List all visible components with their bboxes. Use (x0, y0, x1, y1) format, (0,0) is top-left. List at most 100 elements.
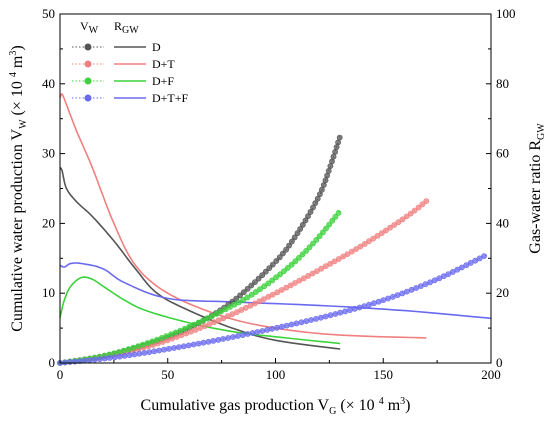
vw-marker-d (283, 246, 289, 253)
rgw-line-d-f (59, 276, 341, 345)
y-left-axis-label: Cumulative water production VW (× 10 4 m… (8, 45, 29, 331)
vw-marker-d-t-f (210, 337, 217, 344)
vw-marker-d-t-f (200, 339, 207, 346)
vw-marker-d-t-f (467, 259, 474, 266)
vw-marker-d-f (130, 344, 137, 351)
vw-marker-d-t-f (244, 331, 251, 337)
vw-marker-d (273, 258, 280, 264)
vw-marker-d-t-f (220, 336, 226, 342)
vw-marker-d-t (283, 284, 290, 291)
vw-marker-d-t-f (476, 255, 483, 262)
legend-rows: D D+T D+F D+T+F (72, 40, 189, 105)
vw-marker-d (262, 268, 269, 275)
vw-marker-d (276, 254, 283, 261)
vw-marker-d-t (403, 213, 410, 220)
x-tick-label: 100 (266, 367, 286, 382)
vw-marker-d-t-f (126, 352, 133, 359)
vw-marker-d-t (300, 275, 307, 282)
vw-marker-d-t-f (195, 340, 202, 347)
vw-line-d-t-f (59, 254, 487, 364)
vw-marker-d-t (269, 291, 276, 298)
vw-marker-d-t (340, 253, 347, 260)
legend: VW RGW D D+T D+F D+T+F (72, 19, 189, 105)
vw-marker-d (240, 289, 247, 296)
vw-marker-d-f (269, 277, 276, 284)
y-left-tick-label: 0 (49, 355, 56, 370)
vw-marker-d-t (423, 198, 430, 204)
vw-marker-d (252, 279, 258, 285)
vw-marker-d (332, 148, 338, 155)
vw-marker-d-f (240, 296, 247, 303)
vw-marker-d (286, 242, 292, 249)
vw-marker-d (259, 272, 266, 279)
vw-marker-d-t-f (481, 253, 487, 259)
vw-marker-d-t-f (269, 325, 275, 332)
vw-marker-d-t-f (361, 303, 368, 309)
vw-marker-d-f (319, 229, 326, 236)
vw-marker-d-f (244, 294, 251, 301)
legend-header-vw: VW (80, 19, 99, 36)
vw-marker-d-t-f (146, 349, 153, 355)
rgw-line-d (59, 166, 341, 350)
vw-marker-d-t-f (472, 257, 479, 264)
vw-marker-d-f (323, 225, 329, 232)
x-tick-label: 200 (481, 367, 501, 382)
vw-marker-d-t-f (185, 342, 192, 349)
vw-marker-d-t (274, 289, 281, 296)
vw-marker-d-t-f (293, 320, 300, 327)
vw-marker-d-t-f (141, 349, 148, 356)
vw-marker-d-f (218, 308, 224, 315)
vw-marker-d-t (287, 282, 294, 289)
vw-marker-d-f (226, 304, 233, 310)
legend-vw-marker-d-f (84, 77, 92, 85)
vw-marker-d-t-f (121, 352, 128, 359)
vw-marker-d-f (252, 289, 259, 295)
vw-marker-d-t-f (225, 335, 231, 341)
vw-marker-d-t-f (116, 353, 123, 360)
vw-marker-d-t (374, 232, 381, 239)
vw-marker-d-t (399, 216, 406, 223)
vw-marker-d-t-f (366, 301, 372, 308)
vw-marker-d-t (357, 243, 364, 250)
vw-marker-d-f (235, 299, 242, 306)
vw-marker-d-t-f (254, 329, 261, 335)
vw-marker-d-t (391, 222, 398, 228)
vw-marker-d-f (316, 233, 323, 240)
vw-marker-d-t (361, 240, 368, 247)
vw-marker-d (237, 292, 243, 299)
vw-marker-d-f (303, 247, 309, 254)
vw-marker-d (288, 238, 295, 245)
vw-marker-d-f (209, 313, 215, 319)
vw-marker-d (314, 195, 321, 202)
y-right-tick-label: 0 (496, 355, 503, 370)
rgw-series-group (59, 93, 492, 350)
vw-marker-d-f (257, 286, 263, 293)
y-right-tick-label: 60 (496, 146, 509, 161)
vw-marker-d-f (288, 261, 295, 268)
vw-marker-d-t-f (166, 345, 172, 352)
vw-marker-d-f (310, 240, 316, 247)
vw-marker-d-t (419, 201, 426, 208)
legend-label-d-f: D+F (152, 74, 174, 88)
legend-header-rgw: RGW (114, 19, 139, 36)
vw-marker-d-t-f (151, 348, 158, 355)
vw-marker-d-f (335, 209, 342, 216)
x-tick-label: 50 (161, 367, 174, 382)
vw-marker-d (302, 217, 309, 224)
vw-marker-d-t-f (111, 354, 118, 361)
vw-marker-d-t (238, 307, 245, 313)
vw-marker-d (269, 261, 276, 268)
vw-marker-d-t (348, 248, 355, 255)
y-left-tick-label: 10 (42, 285, 55, 300)
vw-marker-d-t-f (249, 330, 256, 336)
y-right-axis-ticks: 0 20 40 60 80 100 (486, 6, 516, 370)
vw-marker-d-t-f (156, 347, 163, 354)
vw-marker-d-t-f (180, 343, 187, 350)
vw-marker-d-t (344, 251, 351, 257)
vw-marker-d-t (247, 302, 254, 309)
vw-marker-d-t-f (96, 356, 103, 362)
vw-marker-d-t-f (259, 328, 266, 334)
vw-marker-d-f (265, 280, 272, 287)
vw-marker-d-f (125, 346, 132, 353)
y-right-tick-label: 100 (496, 6, 516, 21)
